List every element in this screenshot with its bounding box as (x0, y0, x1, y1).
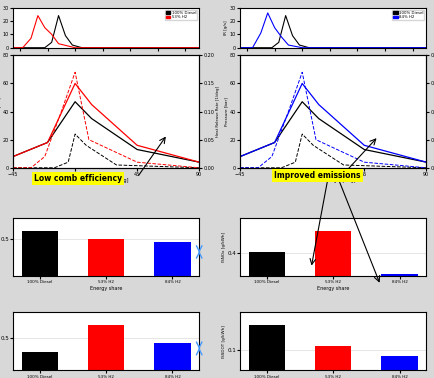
Y-axis label: IR [g/s]: IR [g/s] (224, 20, 228, 35)
Y-axis label: IR [g/s]: IR [g/s] (0, 20, 1, 35)
Bar (381, 274, 417, 276)
Bar (88, 325, 124, 370)
Bar (314, 231, 351, 276)
Bar (21, 352, 58, 370)
Y-axis label: ISNOx [g/kWh]: ISNOx [g/kWh] (221, 232, 225, 262)
Y-axis label: Heat Release Rate [1/deg]: Heat Release Rate [1/deg] (215, 86, 219, 137)
Y-axis label: Pressure [bar]: Pressure [bar] (224, 97, 228, 126)
X-axis label: Crank Angle [deg]: Crank Angle [deg] (310, 178, 355, 183)
Text: Low comb efficiency: Low comb efficiency (34, 174, 122, 183)
Y-axis label: Pressure [bar]: Pressure [bar] (0, 97, 1, 126)
Bar (314, 345, 351, 370)
Text: Improved emissions: Improved emissions (274, 171, 360, 180)
Legend: 100% Diesel, 53% H2: 100% Diesel, 53% H2 (164, 9, 197, 20)
Bar (381, 356, 417, 370)
X-axis label: Crank Angle [deg]: Crank Angle [deg] (84, 178, 128, 183)
Y-axis label: ISSDOT [g/kWh]: ISSDOT [g/kWh] (221, 325, 225, 358)
Bar (248, 252, 284, 276)
X-axis label: Energy share: Energy share (316, 286, 349, 291)
Legend: 100% Diesel, 84% H2: 100% Diesel, 84% H2 (391, 9, 424, 20)
Bar (88, 239, 124, 276)
Bar (21, 231, 58, 276)
Bar (154, 242, 190, 276)
Bar (248, 325, 284, 370)
Bar (154, 343, 190, 370)
X-axis label: Energy share: Energy share (90, 286, 122, 291)
